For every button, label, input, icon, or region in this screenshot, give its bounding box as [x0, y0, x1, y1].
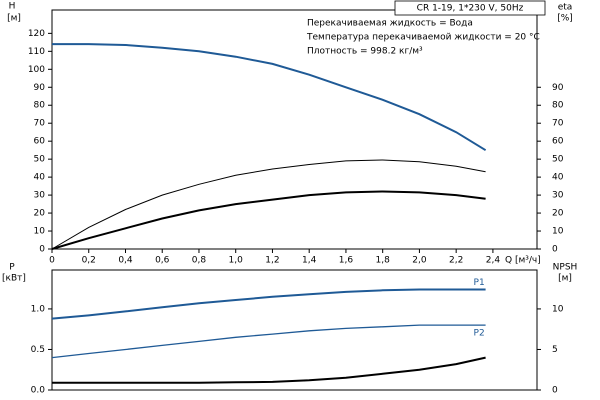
y-tick-label: 120	[28, 29, 45, 39]
y-axis-unit: [м]	[7, 14, 21, 24]
annotation: Перекачиваемая жидкость = Вода	[307, 19, 473, 29]
y2-tick-label: 0	[552, 245, 558, 255]
series-line	[51, 190, 486, 250]
x-tick-label: 2,0	[412, 256, 427, 266]
y2-axis-label: eta	[558, 3, 573, 13]
y2-axis-unit: [%]	[557, 14, 573, 24]
y2-tick-label: 70	[552, 119, 564, 129]
y-tick-label: 10	[34, 227, 46, 237]
y-axis-unit: [кВт]	[2, 274, 26, 284]
x-tick-label: 2,2	[449, 256, 463, 266]
y2-tick-label: 30	[552, 191, 564, 201]
y-tick-label: 90	[34, 83, 46, 93]
x-tick-label: 0,8	[192, 256, 207, 266]
y-tick-label: 110	[28, 47, 45, 57]
y2-tick-label: 5	[552, 345, 558, 355]
series-line	[52, 356, 486, 384]
x-tick-label: 1,6	[339, 256, 354, 266]
y-tick-label: 60	[34, 137, 46, 147]
x-tick-label: 2,4	[486, 256, 501, 266]
y-tick-label: 40	[34, 173, 46, 183]
y-tick-label: 1.0	[31, 304, 46, 314]
y-tick-label: 80	[34, 101, 46, 111]
series-line	[51, 324, 486, 359]
y2-tick-label: 40	[552, 173, 564, 183]
y2-tick-label: 20	[552, 209, 564, 219]
y-tick-label: 0.0	[31, 386, 46, 396]
y-axis-label: P	[9, 263, 15, 273]
y2-tick-label: 60	[552, 137, 564, 147]
y2-tick-label: 0	[552, 386, 558, 396]
x-tick-label: 1,8	[376, 256, 391, 266]
title-box	[394, 0, 546, 16]
y2-tick-label: 80	[552, 101, 564, 111]
series-label: P1	[474, 278, 485, 288]
x-tick-label: 1,4	[302, 256, 317, 266]
y-axis-label: H	[9, 2, 16, 12]
x-axis-label: Q [м³/ч]	[505, 256, 541, 266]
series-line	[51, 288, 486, 320]
x-tick-label: 1,0	[229, 256, 244, 266]
y-tick-label: 30	[34, 191, 46, 201]
y2-tick-label: 90	[552, 83, 564, 93]
x-tick-label: 0,2	[82, 256, 96, 266]
annotation: Температура перекачиваемой жидкости = 20…	[306, 33, 540, 43]
annotation: Плотность = 998.2 кг/м³	[307, 47, 423, 57]
y-tick-label: 0.5	[31, 345, 45, 355]
series-line	[51, 159, 486, 250]
y-tick-label: 0	[39, 245, 45, 255]
plot-frame	[51, 9, 538, 250]
y2-axis-label: NPSH	[553, 263, 578, 273]
x-tick-label: 0,4	[118, 256, 133, 266]
chart-title: CR 1-19, 1*230 V, 50Hz	[417, 4, 524, 14]
x-tick-label: 0,6	[155, 256, 170, 266]
y-tick-label: 100	[28, 65, 45, 75]
y2-axis-unit: [м]	[558, 274, 572, 284]
y2-tick-label: 10	[552, 304, 564, 314]
series-label: P2	[474, 329, 485, 339]
y2-tick-label: 10	[552, 227, 564, 237]
y2-tick-label: 50	[552, 155, 564, 165]
x-tick-label: 1,2	[265, 256, 279, 266]
y-tick-label: 20	[34, 209, 46, 219]
y-tick-label: 50	[34, 155, 46, 165]
plot-frame	[51, 269, 538, 391]
series-line	[52, 43, 487, 152]
y-tick-label: 70	[34, 119, 46, 129]
x-tick-label: 0	[49, 256, 55, 266]
